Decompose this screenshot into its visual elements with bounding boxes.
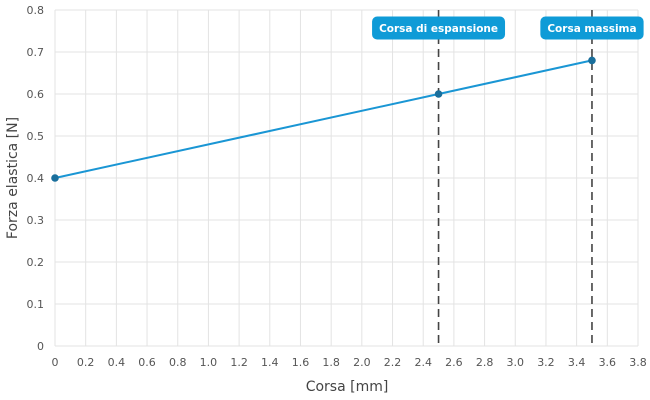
annotation-text: Corsa massima <box>547 23 636 35</box>
reference-lines <box>437 10 593 346</box>
x-tick-label: 2.2 <box>384 356 402 369</box>
data-point <box>434 90 443 98</box>
y-tick-label: 0.3 <box>27 214 45 227</box>
annotation-box <box>540 16 644 40</box>
y-tick-label: 0 <box>37 340 44 353</box>
annotation-box <box>372 16 506 40</box>
x-tick-label: 0 <box>52 356 59 369</box>
x-axis-ticks: 0 0.2 0.4 0.6 0.8 1.0 1.2 1.4 1.6 1.8 2.0 2.2 2.4 2.6… <box>52 356 647 369</box>
annotations: Corsa di espansione Corsa massima <box>372 16 644 40</box>
x-tick-label: 1.4 <box>261 356 279 369</box>
y-tick-label: 0.7 <box>27 46 45 59</box>
x-tick-label: 2.6 <box>445 356 463 369</box>
y-tick-label: 0.8 <box>27 4 45 17</box>
x-tick-label: 3.8 <box>629 356 647 369</box>
x-tick-label: 1.6 <box>292 356 310 369</box>
data-point <box>51 174 59 182</box>
y-tick-label: 0.2 <box>27 256 45 269</box>
y-tick-label: 0.1 <box>27 298 45 311</box>
x-tick-label: 2.8 <box>476 356 494 369</box>
x-tick-label: 0.4 <box>108 356 126 369</box>
annotation-label: Corsa di espansione <box>372 16 506 40</box>
x-tick-label: 1.2 <box>230 356 248 369</box>
grid <box>54 9 639 347</box>
x-tick-label: 3.4 <box>568 356 586 369</box>
y-tick-label: 0.4 <box>27 172 45 185</box>
x-tick-label: 3.2 <box>537 356 555 369</box>
y-axis-label: Forza elastica [N] <box>5 117 21 239</box>
x-tick-label: 3.6 <box>599 356 617 369</box>
y-axis-ticks: 0 0.1 0.2 0.3 0.4 0.5 0.6 0.7 0.8 <box>27 4 45 353</box>
series-layer <box>51 56 596 182</box>
x-tick-label: 1.8 <box>322 356 340 369</box>
annotation-text: Corsa di espansione <box>379 23 498 35</box>
x-tick-label: 3.0 <box>507 356 525 369</box>
y-tick-label: 0.6 <box>27 88 45 101</box>
annotation-label: Corsa massima <box>540 16 644 40</box>
y-tick-label: 0.5 <box>27 130 45 143</box>
x-tick-label: 2.0 <box>353 356 371 369</box>
x-tick-label: 2.4 <box>414 356 432 369</box>
x-axis-label: Corsa [mm] <box>306 379 389 395</box>
x-tick-label: 0.8 <box>169 356 187 369</box>
data-point <box>588 56 596 65</box>
x-tick-label: 0.2 <box>77 356 95 369</box>
series-line <box>54 59 593 179</box>
x-tick-label: 0.6 <box>138 356 156 369</box>
x-tick-label: 1.0 <box>200 356 218 369</box>
